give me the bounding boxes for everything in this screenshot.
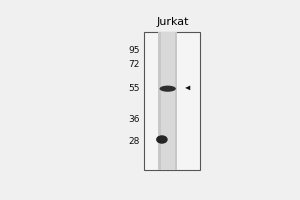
Text: 72: 72 bbox=[128, 60, 140, 69]
Text: 28: 28 bbox=[128, 137, 140, 146]
Ellipse shape bbox=[156, 135, 168, 144]
Polygon shape bbox=[185, 86, 190, 90]
Text: 95: 95 bbox=[128, 46, 140, 55]
Text: 36: 36 bbox=[128, 115, 140, 124]
Bar bbox=[145, 32, 200, 170]
Text: 55: 55 bbox=[128, 84, 140, 93]
Bar bbox=[161, 32, 175, 170]
Ellipse shape bbox=[160, 86, 176, 92]
Bar bbox=[158, 32, 177, 170]
Text: Jurkat: Jurkat bbox=[156, 17, 189, 27]
